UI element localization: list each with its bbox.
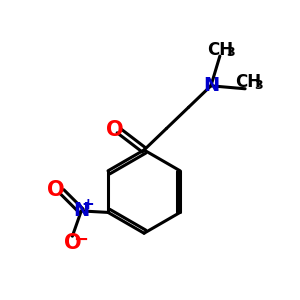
Text: N: N — [203, 76, 219, 95]
Text: N: N — [73, 201, 89, 220]
Text: 3: 3 — [226, 46, 235, 59]
Text: O: O — [106, 120, 123, 140]
Text: −: − — [73, 231, 88, 249]
Text: O: O — [64, 233, 81, 253]
Text: CH: CH — [207, 40, 233, 58]
Text: +: + — [81, 197, 94, 212]
Text: O: O — [47, 180, 65, 200]
Text: 3: 3 — [254, 79, 262, 92]
Text: CH: CH — [235, 73, 261, 91]
